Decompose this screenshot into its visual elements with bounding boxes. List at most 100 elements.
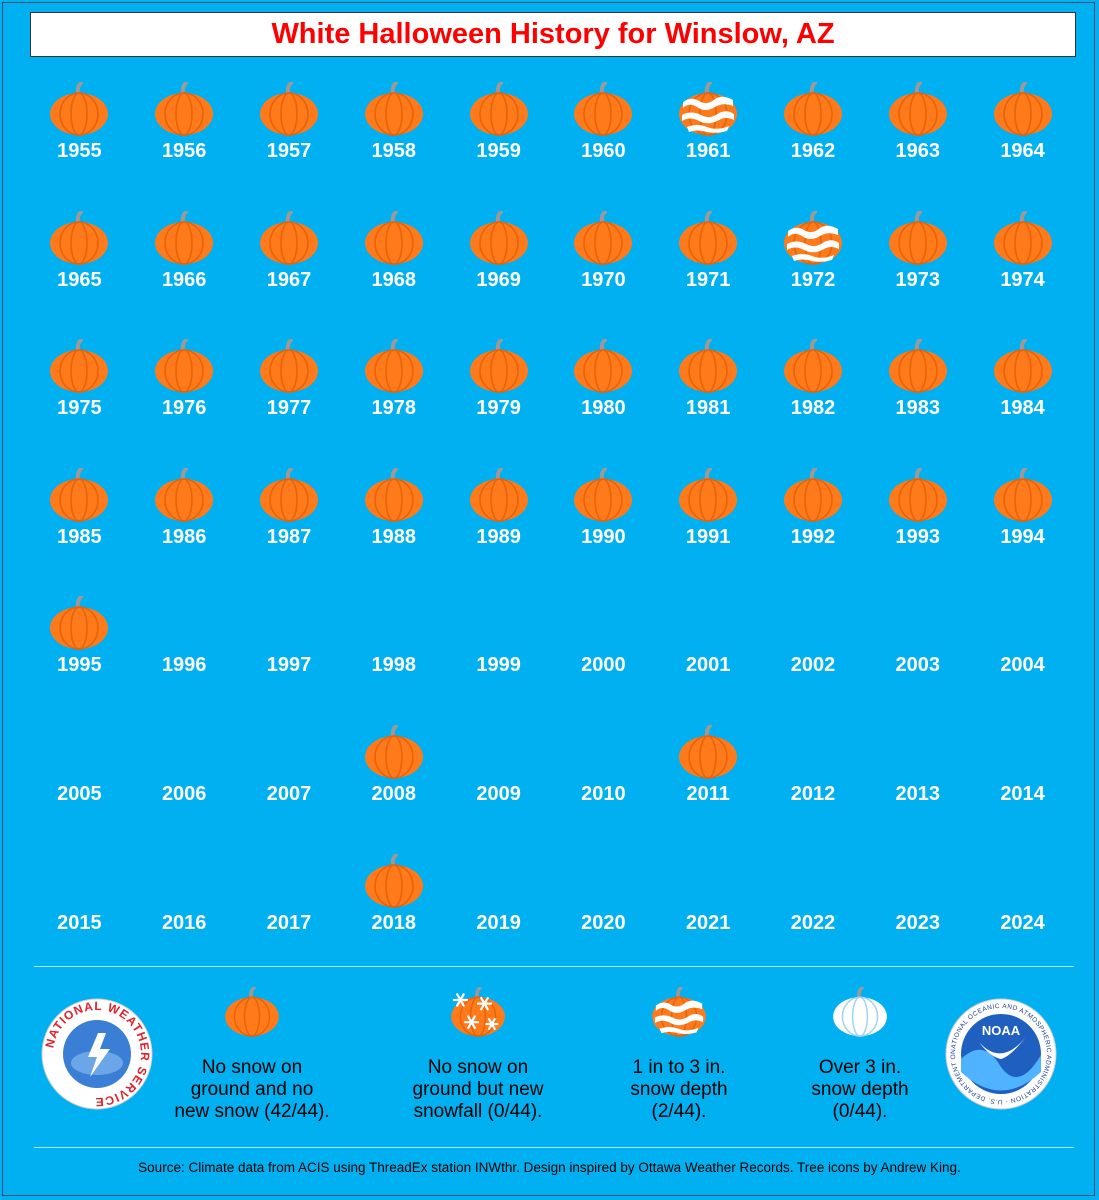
- title-box: White Halloween History for Winslow, AZ: [30, 12, 1076, 57]
- year-label: 1974: [1000, 268, 1045, 291]
- legend-text: No snow on ground and no new snow (42/44…: [174, 1057, 330, 1122]
- year-cell: 1997: [237, 590, 342, 719]
- pumpkin-slot: [132, 76, 237, 136]
- pumpkin-icon: [469, 467, 528, 522]
- year-cell: 1988: [341, 462, 446, 591]
- year-cell: 1965: [27, 205, 132, 334]
- year-cell: 1994: [970, 462, 1075, 591]
- source-note: Source: Climate data from ACIS using Thr…: [138, 1160, 961, 1175]
- pumpkin-slot: [865, 76, 970, 136]
- pumpkin-slot: [27, 719, 132, 779]
- year-label: 1993: [895, 525, 941, 548]
- year-cell: 1975: [27, 333, 132, 462]
- pumpkin-slot: [237, 462, 342, 522]
- pumpkin-slot: [970, 333, 1075, 393]
- year-cell: 1989: [446, 462, 551, 591]
- year-cell: 2022: [761, 848, 866, 977]
- year-cell: 2013: [865, 719, 970, 848]
- pumpkin-slot: [446, 333, 551, 393]
- year-label: 1958: [371, 140, 417, 162]
- pumpkin-slot: [551, 719, 656, 779]
- pumpkin-icon: [364, 339, 423, 393]
- pumpkin-icon: [364, 210, 423, 265]
- pumpkin-slot: [132, 333, 237, 393]
- pumpkin-icon: [679, 339, 738, 393]
- year-label: 1986: [161, 525, 207, 548]
- divider-bottom: [34, 1147, 1074, 1148]
- year-label: 1962: [790, 140, 836, 162]
- year-label: 1973: [895, 268, 941, 291]
- year-label: 2021: [685, 911, 731, 934]
- year-cell: 1986: [132, 462, 237, 591]
- year-label: 1998: [371, 654, 417, 677]
- pumpkin-icon: [50, 467, 109, 522]
- year-label: 1978: [371, 397, 417, 420]
- year-cell: 2008: [341, 719, 446, 848]
- year-cell: 1991: [656, 462, 761, 591]
- pumpkin-slot: [551, 205, 656, 265]
- year-label: 1980: [581, 397, 626, 420]
- year-label: 2002: [790, 654, 836, 677]
- pumpkin-icon: [469, 339, 528, 393]
- year-label: 1983: [895, 397, 941, 420]
- pumpkin-icon: [259, 339, 318, 393]
- year-cell: 1983: [865, 333, 970, 462]
- pumpkin-slot: [761, 719, 866, 779]
- pumpkin-slot: [237, 719, 342, 779]
- year-label: 1996: [161, 654, 207, 677]
- year-label: 1970: [581, 268, 626, 291]
- year-label: 1990: [581, 525, 626, 548]
- year-label: 2020: [581, 911, 626, 934]
- pumpkin-slot: [970, 848, 1075, 908]
- year-cell: 2020: [551, 848, 656, 977]
- year-cell: 1976: [132, 333, 237, 462]
- pumpkin-slot: [865, 205, 970, 265]
- year-label: 1995: [57, 654, 102, 677]
- year-cell: 1964: [970, 76, 1075, 205]
- pumpkin-slot: [237, 76, 342, 136]
- pumpkin-icon: [888, 339, 947, 393]
- year-label: 2009: [476, 782, 521, 805]
- pumpkin-icon: [155, 339, 214, 393]
- year-label: 2003: [895, 654, 941, 677]
- year-label: 1997: [266, 654, 312, 677]
- pumpkin-icon: [993, 210, 1052, 265]
- pumpkin-icon: [364, 467, 423, 522]
- year-label: 2001: [685, 654, 731, 677]
- pumpkin-slot: [970, 462, 1075, 522]
- year-label: 1988: [371, 525, 417, 548]
- pumpkin-slot: [237, 848, 342, 908]
- year-cell: 2021: [656, 848, 761, 977]
- year-cell: 2003: [865, 590, 970, 719]
- pumpkin-slot: [132, 719, 237, 779]
- pumpkin-slot: [551, 848, 656, 908]
- pumpkin-icon: [50, 339, 109, 393]
- year-cell: 2016: [132, 848, 237, 977]
- pumpkin-slot: [446, 719, 551, 779]
- noaa-logo-text: NOAA: [982, 1023, 1021, 1038]
- year-label: 1991: [685, 525, 731, 548]
- pumpkin-icon: [993, 82, 1052, 136]
- year-cell: 2009: [446, 719, 551, 848]
- pumpkin-slot: [656, 205, 761, 265]
- pumpkin-icon: [679, 467, 738, 522]
- pumpkin-slot: [656, 590, 761, 650]
- pumpkin-icon: [50, 82, 109, 136]
- pumpkin-slot: [341, 719, 446, 779]
- pumpkin-slot: [656, 76, 761, 136]
- noaa-logo-icon: NOAA NATIONAL OCEANIC AND ATMOSPHERIC AD…: [944, 997, 1057, 1110]
- year-cell: 1968: [341, 205, 446, 334]
- year-label: 2000: [581, 654, 626, 677]
- year-cell: 2006: [132, 719, 237, 848]
- year-cell: 1967: [237, 205, 342, 334]
- pumpkin-icon: [259, 210, 318, 265]
- year-cell: 1978: [341, 333, 446, 462]
- pumpkin-slot: [551, 590, 656, 650]
- pumpkin-icon: [259, 82, 318, 136]
- pumpkin-snow-depth-icon: [783, 210, 842, 265]
- year-label: 1994: [1000, 525, 1045, 548]
- pumpkin-slot: [656, 848, 761, 908]
- year-cell: 1990: [551, 462, 656, 591]
- year-cell: 1977: [237, 333, 342, 462]
- pumpkin-slot: [341, 590, 446, 650]
